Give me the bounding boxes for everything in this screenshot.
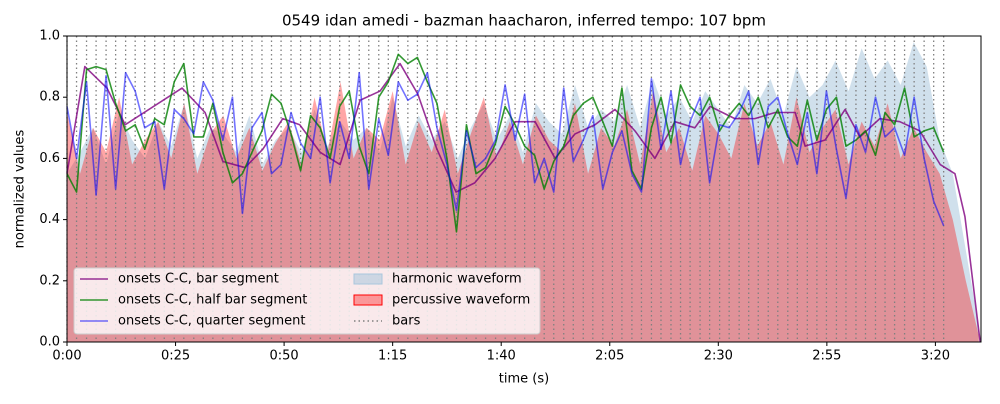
- y-tick-label: 0.0: [39, 335, 60, 350]
- legend-label: onsets C-C, bar segment: [118, 272, 279, 287]
- x-tick-label: 3:20: [921, 349, 950, 364]
- onset-line: [66, 71, 945, 227]
- x-tick-label: 0:50: [270, 349, 299, 364]
- axes-frame: [66, 35, 982, 343]
- y-tick-label: 0.4: [39, 212, 60, 227]
- x-axis-label: time (s): [499, 372, 549, 387]
- y-axis-label: normalized values: [13, 129, 28, 248]
- y-tick-label: 0.8: [39, 90, 60, 105]
- y-tick-label: 0.2: [39, 273, 60, 288]
- x-tick-label: 1:15: [378, 349, 407, 364]
- x-tick-label: 2:05: [595, 349, 624, 364]
- x-tick-label: 2:55: [812, 349, 841, 364]
- legend: onsets C-C, bar segment onsets C-C, half …: [73, 267, 541, 335]
- y-tick-label: 1.0: [39, 29, 60, 44]
- chart-title: 0549 idan amedi - bazman haacharon, infe…: [282, 12, 766, 30]
- legend-swatch: [353, 294, 383, 306]
- legend-box: [73, 267, 541, 335]
- legend-label: percussive waveform: [392, 293, 530, 308]
- legend-swatch: [353, 273, 383, 285]
- legend-label: harmonic waveform: [392, 272, 522, 287]
- x-tick-label: 0:00: [52, 349, 81, 364]
- x-tick-label: 0:25: [161, 349, 190, 364]
- legend-label: onsets C-C, half bar segment: [118, 293, 307, 308]
- x-tick-label: 2:30: [704, 349, 733, 364]
- x-tick-label: 1:40: [487, 349, 516, 364]
- legend-label: onsets C-C, quarter segment: [118, 314, 305, 329]
- waveform-area: [67, 42, 979, 343]
- y-tick-label: 0.6: [39, 151, 60, 166]
- legend-label: bars: [392, 314, 421, 329]
